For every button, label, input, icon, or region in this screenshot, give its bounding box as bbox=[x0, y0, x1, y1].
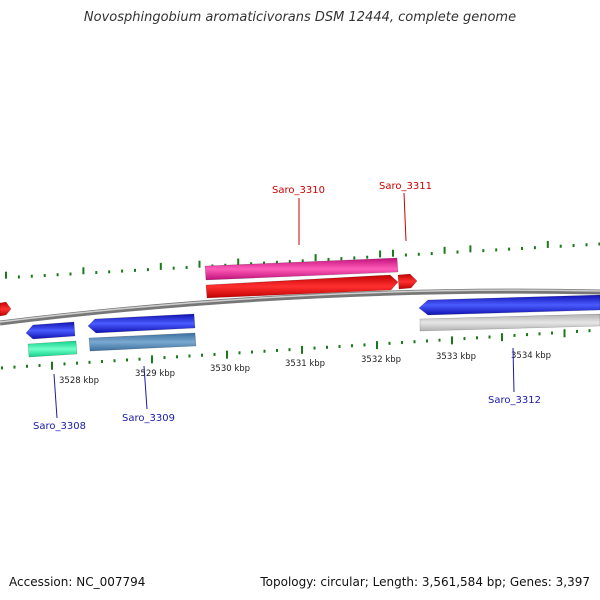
gene-arrow-saro-3310[interactable] bbox=[205, 274, 399, 299]
scale-label: 3534 kbp bbox=[511, 351, 551, 361]
gene-label-saro-3310[interactable]: Saro_3310 bbox=[272, 185, 325, 196]
genome-info-text: Topology: circular; Length: 3,561,584 bp… bbox=[260, 575, 590, 589]
gene-leader-line bbox=[53, 373, 58, 419]
gene-feature-saro-3309[interactable] bbox=[88, 332, 197, 352]
genome-backbone bbox=[0, 288, 600, 326]
accession-text: Accession: NC_007794 bbox=[9, 575, 146, 589]
gene-feature-saro-3308[interactable] bbox=[27, 340, 78, 358]
gene-label-saro-3308[interactable]: Saro_3308 bbox=[33, 421, 86, 432]
gene-arrow-fragment[interactable] bbox=[0, 301, 12, 317]
gene-leader-line bbox=[403, 192, 407, 242]
map-title: Novosphingobium aromaticivorans DSM 1244… bbox=[83, 10, 517, 25]
gene-arrow-saro-3309[interactable] bbox=[87, 313, 196, 334]
gene-arrow-saro-3308[interactable] bbox=[25, 321, 76, 340]
gene-label-saro-3312[interactable]: Saro_3312 bbox=[488, 395, 541, 406]
gene-feature-saro-3310[interactable] bbox=[204, 257, 399, 281]
scale-label: 3532 kbp bbox=[361, 355, 401, 365]
gene-arrow-saro-3312[interactable] bbox=[418, 294, 600, 316]
gene-leader-line bbox=[512, 347, 515, 393]
gene-feature-saro-3312[interactable] bbox=[419, 313, 600, 332]
scale-label: 3530 kbp bbox=[210, 364, 250, 374]
scale-label: 3533 kbp bbox=[436, 352, 476, 362]
scale-label: 3528 kbp bbox=[59, 376, 99, 386]
gene-leader-line bbox=[143, 365, 148, 410]
gene-arrow-saro-3311[interactable] bbox=[397, 273, 418, 290]
scale-label: 3529 kbp bbox=[135, 369, 175, 379]
gene-label-saro-3311[interactable]: Saro_3311 bbox=[379, 181, 432, 192]
gene-label-saro-3309[interactable]: Saro_3309 bbox=[122, 413, 175, 424]
genome-backbone-highlight bbox=[0, 289, 600, 323]
scale-label: 3531 kbp bbox=[285, 359, 325, 369]
